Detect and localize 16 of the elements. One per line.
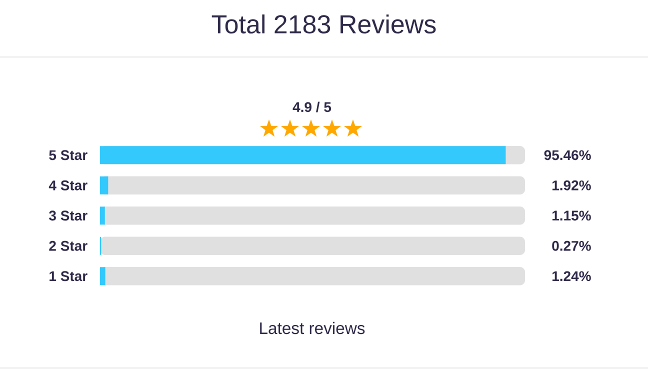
text: Latest reviews [260,322,365,334]
chart-subtitle: 4.9 / 5 [292,102,332,112]
bar [100,267,106,286]
y-tick-label: 3 Star [49,210,88,221]
data-label: 0.27% [552,240,591,251]
data-label: 1.92% [552,180,591,190]
data-label: 1.24% [552,271,591,282]
bar [100,206,105,225]
data-label: 1.15% [552,210,591,221]
y-tick-label: 2 Star [49,240,88,251]
chart-title: Total 2183 Reviews [212,14,436,34]
y-tick-label: 1 Star [50,271,88,282]
bar [100,176,108,194]
y-tick-label: 5 Star [49,150,88,160]
data-label: 95.46% [544,150,591,160]
y-tick-label: 4 Star [48,180,88,190]
